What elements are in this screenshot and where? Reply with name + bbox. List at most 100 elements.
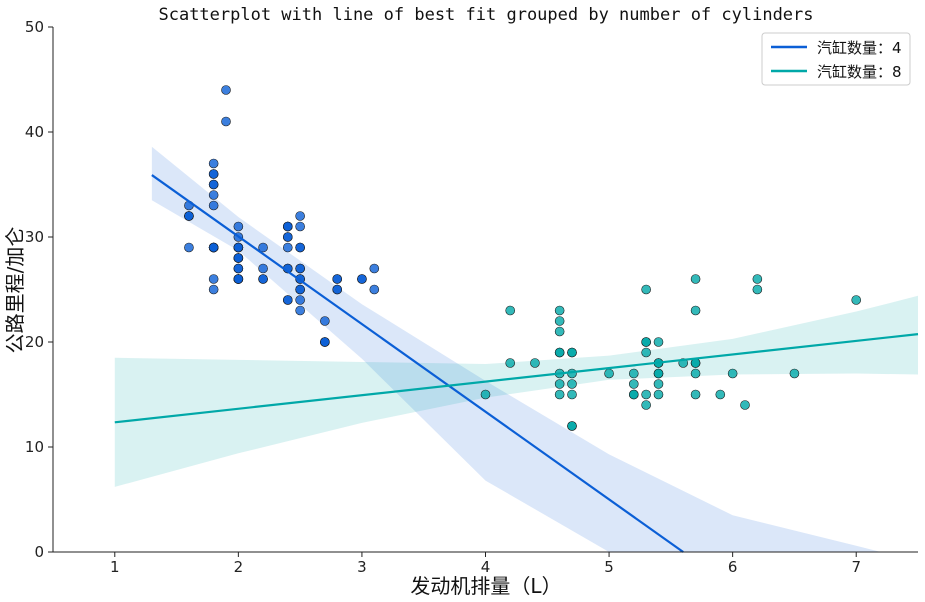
series-4-cyl-point <box>332 274 343 284</box>
series-4-cyl-point <box>320 337 330 347</box>
series-8-cyl-point <box>641 337 651 347</box>
series-4-cyl-point <box>233 242 244 253</box>
series-8-cyl-point <box>690 368 701 379</box>
series-4-cyl-point <box>295 305 305 316</box>
x-axis-label: 发动机排量（L） <box>410 574 561 598</box>
x-tick-label: 1 <box>110 558 120 576</box>
series-4-cyl-ci-band <box>151 146 881 552</box>
series-8-cyl-point <box>628 368 639 379</box>
series-8-cyl-point <box>851 295 862 305</box>
series-8-cyl-point <box>740 400 750 410</box>
series-4-cyl-point <box>208 179 219 190</box>
plot-area <box>114 85 919 553</box>
series-4-cyl-point <box>369 263 380 274</box>
series-8-cyl-point <box>653 368 664 379</box>
series-8-cyl-ci-band <box>114 295 919 487</box>
series-4-cyl-point <box>295 221 305 232</box>
series-8-cyl-point <box>752 284 763 295</box>
series-4-cyl-point <box>295 295 305 305</box>
series-4-cyl-point <box>208 200 219 211</box>
series-4-cyl-point <box>295 284 305 295</box>
series-8-cyl-point <box>567 347 577 358</box>
series-4-cyl-point <box>282 242 293 253</box>
series-8-cyl-point <box>567 389 577 400</box>
legend-label-4-cyl: 汽缸数量：4 <box>817 39 902 57</box>
series-8-cyl-point <box>641 389 651 400</box>
series-8-cyl-point <box>554 389 565 400</box>
series-8-cyl-point <box>554 305 565 316</box>
series-8-cyl-point <box>505 358 516 368</box>
series-8-cyl-point <box>752 274 763 284</box>
series-8-cyl-point <box>653 389 664 400</box>
series-8-cyl-point <box>505 305 516 316</box>
series-8-cyl-fit-line <box>114 333 919 424</box>
legend: 汽缸数量：4 汽缸数量：8 <box>761 32 911 86</box>
series-8-cyl-point <box>628 379 639 389</box>
series-4-cyl-point <box>282 232 293 242</box>
series-4-cyl-point <box>295 211 305 221</box>
series-4-cyl-point <box>208 274 219 284</box>
series-4-cyl-point <box>208 190 219 200</box>
series-8-cyl-point <box>628 389 639 400</box>
y-tick-label: 40 <box>25 123 44 141</box>
fit-lines <box>114 174 919 553</box>
series-4-cyl-point <box>184 242 194 253</box>
series-8-cyl-point <box>554 347 565 358</box>
series-4-cyl-point <box>295 242 305 253</box>
series-4-cyl-point <box>233 263 244 274</box>
x-tick-label: 2 <box>234 558 244 576</box>
series-8-cyl-point <box>789 368 800 379</box>
series-4-cyl-point <box>221 85 231 95</box>
legend-label-8-cyl: 汽缸数量：8 <box>817 63 902 81</box>
series-4-cyl-point <box>208 169 219 179</box>
series-4-cyl-point <box>208 242 219 253</box>
series-4-cyl-point <box>295 263 305 274</box>
x-tick-label: 6 <box>728 558 738 576</box>
y-tick-label: 30 <box>25 228 44 246</box>
series-8-cyl-point <box>604 368 614 379</box>
series-4-cyl-point <box>233 274 244 284</box>
series-4-cyl-point <box>184 211 194 221</box>
series-4-cyl-point <box>357 274 367 284</box>
y-axis-label: 公路里程/加仑 <box>3 227 27 354</box>
x-tick-label: 7 <box>851 558 861 576</box>
ci-bands <box>114 146 919 552</box>
series-4-cyl-point <box>258 263 268 274</box>
series-8-cyl-point <box>727 368 738 379</box>
series-4-cyl-point <box>282 295 293 305</box>
series-8-cyl-point <box>641 347 651 358</box>
series-4-cyl-point <box>208 158 219 169</box>
series-4-cyl-point <box>233 253 244 263</box>
series-4-cyl-point <box>332 284 343 295</box>
series-4-cyl-point <box>369 284 380 295</box>
series-4-cyl-point <box>282 221 293 232</box>
series-4-cyl-point <box>221 116 231 127</box>
y-tick-label: 10 <box>25 438 44 456</box>
series-8-cyl-point <box>641 284 651 295</box>
series-8-cyl-point <box>653 379 664 389</box>
series-8-cyl-point <box>653 337 664 347</box>
y-tick-label: 20 <box>25 333 44 351</box>
series-8-cyl-point <box>641 400 651 410</box>
series-4-cyl-point <box>258 242 268 253</box>
series-8-cyl-point <box>690 305 701 316</box>
y-tick-label: 0 <box>34 543 44 561</box>
series-8-cyl-point <box>715 389 726 400</box>
series-8-cyl-point <box>530 358 540 368</box>
chart-title: Scatterplot with line of best fit groupe… <box>158 5 813 25</box>
series-8-cyl-point <box>567 421 577 431</box>
series-8-cyl-point <box>554 379 565 389</box>
series-8-cyl-point <box>690 389 701 400</box>
x-tick-label: 4 <box>481 558 491 576</box>
series-8-cyl-point <box>554 326 565 337</box>
series-8-cyl-point <box>690 274 701 284</box>
series-8-cyl-point <box>480 389 491 400</box>
series-8-cyl-point <box>554 316 565 326</box>
x-tick-label: 3 <box>357 558 367 576</box>
axis-ticks: 1 2 3 4 5 6 7 0 10 20 30 40 50 <box>25 18 861 576</box>
series-8-cyl-point <box>567 379 577 389</box>
scatter-points <box>184 85 862 431</box>
series-4-cyl-fit-line <box>151 174 684 553</box>
series-4-cyl-point <box>208 284 219 295</box>
